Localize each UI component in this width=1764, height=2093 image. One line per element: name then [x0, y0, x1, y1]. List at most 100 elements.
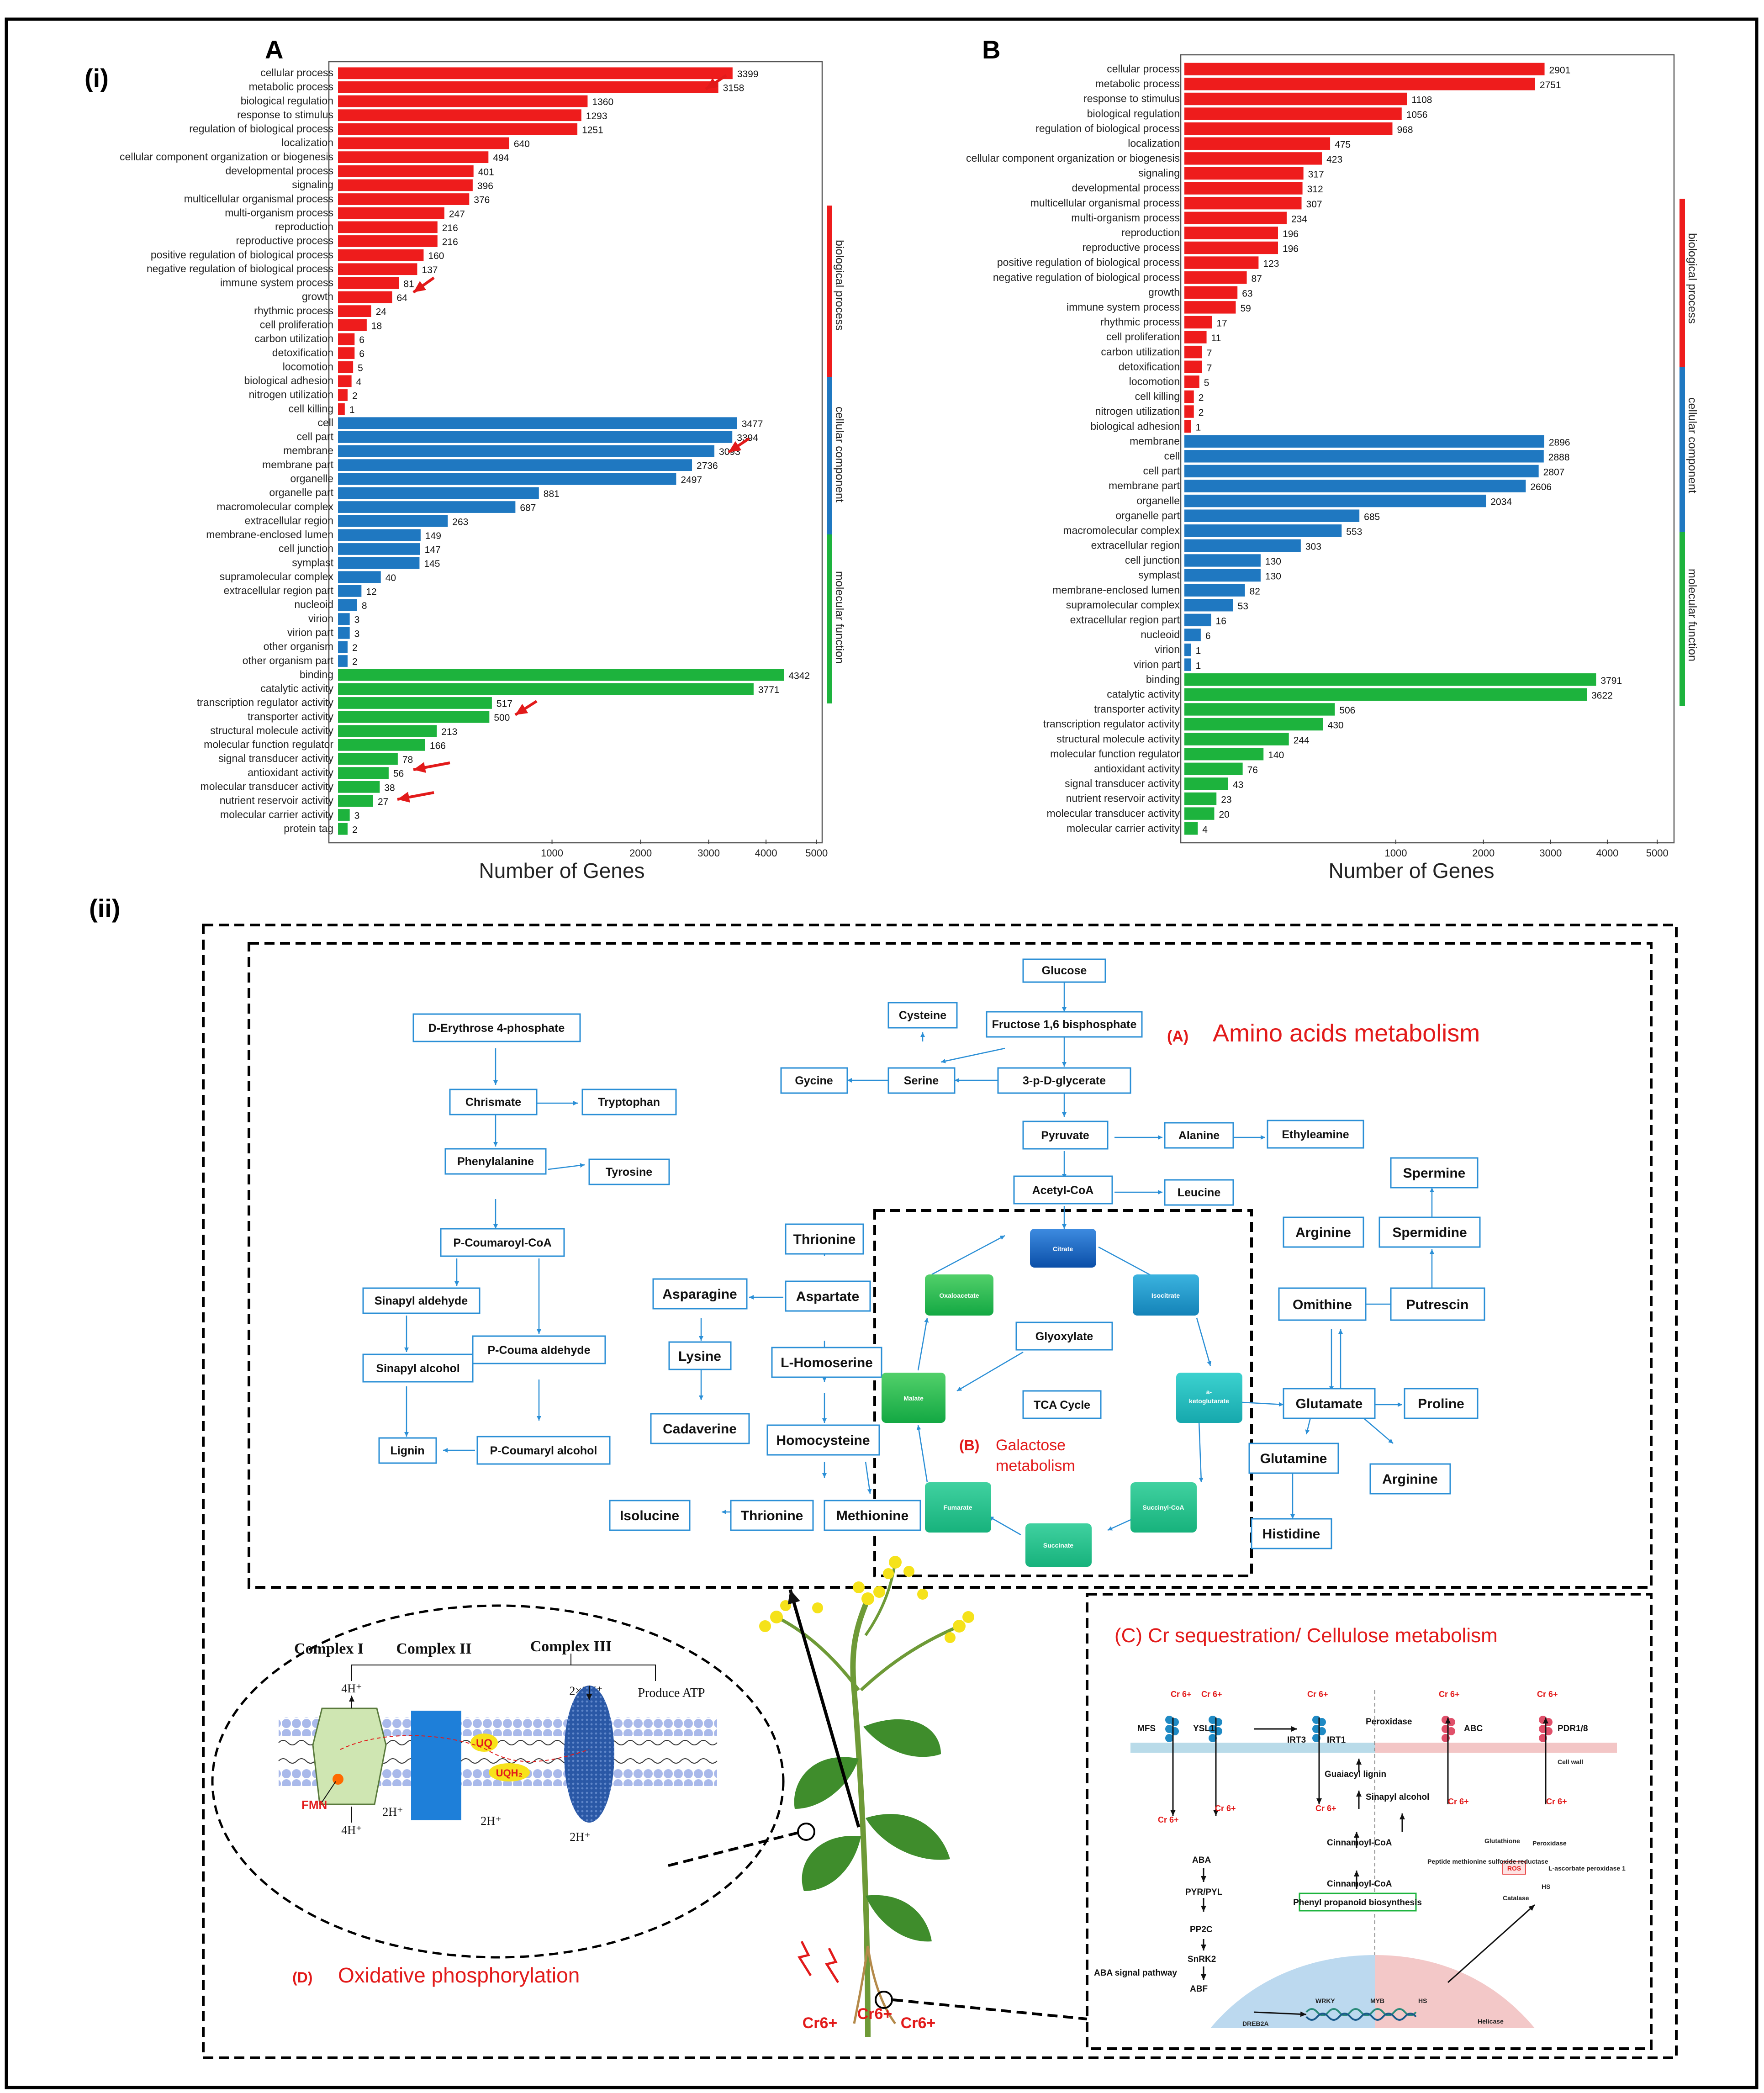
node-omithine: Omithine	[1278, 1287, 1367, 1321]
bar-value-1-20: 7	[1207, 363, 1212, 373]
bar-label-0-34: cell junction	[279, 543, 333, 555]
bar-0-36	[338, 571, 381, 583]
oxphos-ellipse	[211, 1604, 785, 1959]
tick-label-0-0: 1000	[541, 847, 563, 859]
amino-nodes: Glucose Fructose 1,6 bisphosphate Cystei…	[362, 958, 1485, 1567]
bar-value-1-12: 196	[1283, 244, 1299, 254]
uq-blob	[470, 1734, 498, 1752]
node-phenylalanine: Phenylalanine	[444, 1148, 547, 1175]
bar-1-50	[1184, 807, 1215, 820]
bar-label-0-1: metabolic process	[249, 81, 333, 93]
svg-text:Aspartate: Aspartate	[796, 1289, 859, 1304]
bar-label-0-7: developmental process	[225, 165, 333, 177]
leaf-zoom-line	[666, 1831, 799, 1867]
node-histidine: Histidine	[1251, 1518, 1332, 1549]
bar-1-4	[1184, 122, 1393, 135]
cr-ion-4: Cr 6+	[1439, 1690, 1460, 1699]
bar-value-0-22: 4	[356, 377, 362, 387]
pyr-label: PYR/PYL	[1185, 1887, 1223, 1897]
node-alanine: Alanine	[1164, 1122, 1234, 1149]
bar-label-0-32: extracellular region	[245, 514, 333, 526]
bar-1-42	[1184, 688, 1587, 701]
bar-label-1-34: symplast	[1138, 569, 1180, 581]
bar-value-0-38: 8	[362, 601, 367, 611]
node-lhomoserine: L-Homoserine	[771, 1347, 882, 1378]
bar-0-15	[338, 277, 399, 289]
oxphos-panel: Complex I Complex II Complex III 4H⁺ 2×2…	[211, 1604, 785, 1959]
galactose-prefix: (B)	[959, 1437, 979, 1453]
svg-text:Tyrosine: Tyrosine	[606, 1166, 652, 1179]
bar-1-16	[1184, 301, 1236, 314]
amino-arrows	[404, 982, 1434, 1536]
bar-label-0-14: negative regulation of biological proces…	[147, 263, 333, 275]
node-pcoumaroyl: P-Coumaroyl-CoA	[440, 1228, 565, 1257]
bar-label-1-17: rhythmic process	[1100, 316, 1180, 328]
bar-1-30	[1184, 509, 1360, 522]
bar-0-11	[338, 221, 438, 233]
tick-label-0-2: 3000	[697, 847, 720, 859]
bar-value-1-31: 553	[1346, 527, 1362, 537]
amino-title-prefix: (A)	[1167, 1028, 1188, 1045]
bar-0-21	[338, 361, 354, 373]
uqh-label: UQH₂	[496, 1767, 523, 1779]
node-isolucine: Isolucine	[609, 1500, 691, 1531]
bar-1-22	[1184, 390, 1194, 403]
cr-ion-9: Cr 6+	[1448, 1797, 1469, 1806]
peroxidase-label: Peroxidase	[1366, 1717, 1412, 1727]
bar-label-1-45: structural molecule activity	[1056, 733, 1180, 745]
node-leucine: Leucine	[1164, 1179, 1234, 1206]
ysl1-label: YSL1	[1193, 1724, 1215, 1734]
bar-1-49	[1184, 792, 1217, 805]
bar-value-0-42: 2	[352, 657, 358, 667]
bar-0-0	[338, 67, 733, 79]
bar-1-23	[1184, 405, 1194, 418]
svg-text:Thrionine: Thrionine	[741, 1508, 803, 1523]
bar-label-0-47: structural molecule activity	[210, 724, 333, 736]
bar-value-1-47: 76	[1247, 765, 1258, 775]
bar-label-0-12: reproductive process	[236, 235, 334, 247]
bar-value-1-8: 312	[1307, 184, 1323, 195]
chart-a-frame	[328, 61, 823, 844]
bar-label-1-0: cellular process	[1107, 63, 1180, 74]
bar-label-1-21: locomotion	[1129, 375, 1180, 387]
h4-top: 4H⁺	[341, 1682, 362, 1695]
node-oxaloacetate: Oxaloacetate	[925, 1274, 993, 1316]
bar-label-0-5: localization	[281, 137, 333, 148]
bar-1-21	[1184, 375, 1199, 388]
node-pyruvate: Pyruvate	[1022, 1120, 1109, 1150]
bar-0-43	[338, 669, 784, 681]
bar-value-1-30: 685	[1364, 512, 1380, 522]
helicase-label: Helicase	[1478, 2018, 1504, 2025]
bar-0-26	[338, 431, 733, 443]
bar-label-0-8: signaling	[292, 179, 333, 190]
chart-a-section-label-bp: biological process	[833, 240, 846, 331]
bar-value-1-35: 82	[1250, 586, 1260, 597]
bar-value-1-27: 2807	[1543, 467, 1565, 478]
snrk2-label: SnRK2	[1188, 1955, 1216, 1964]
tick-label-1-0: 1000	[1384, 847, 1407, 859]
svg-text:Isocitrate: Isocitrate	[1151, 1292, 1180, 1299]
bar-1-44	[1184, 718, 1323, 731]
bar-value-1-44: 430	[1328, 720, 1344, 731]
bar-0-4	[338, 123, 578, 135]
svg-text:L-Homoserine: L-Homoserine	[781, 1355, 873, 1370]
svg-text:Putrescin: Putrescin	[1406, 1297, 1469, 1312]
bar-1-33	[1184, 554, 1261, 567]
bar-value-1-21: 5	[1204, 378, 1209, 388]
bar-value-0-40: 3	[354, 629, 360, 639]
node-pcoumaald: P-Couma aldehyde	[472, 1335, 606, 1364]
glutathione-label: Glutathione	[1484, 1837, 1520, 1845]
bar-value-0-43: 4342	[788, 671, 810, 681]
bar-value-0-44: 3771	[758, 685, 780, 695]
bar-value-1-24: 1	[1196, 423, 1201, 433]
bar-value-0-33: 149	[425, 531, 441, 541]
bar-1-20	[1184, 360, 1202, 373]
bar-value-0-17: 24	[376, 307, 387, 317]
bar-0-51	[338, 781, 380, 793]
bar-value-0-45: 517	[496, 699, 512, 709]
chart-b-section-mf	[1679, 532, 1685, 706]
complex-1-label: Complex I	[294, 1640, 364, 1657]
cr-box	[1086, 1593, 1653, 2050]
bar-1-36	[1184, 599, 1233, 612]
node-glutamine: Glutamine	[1248, 1443, 1339, 1474]
